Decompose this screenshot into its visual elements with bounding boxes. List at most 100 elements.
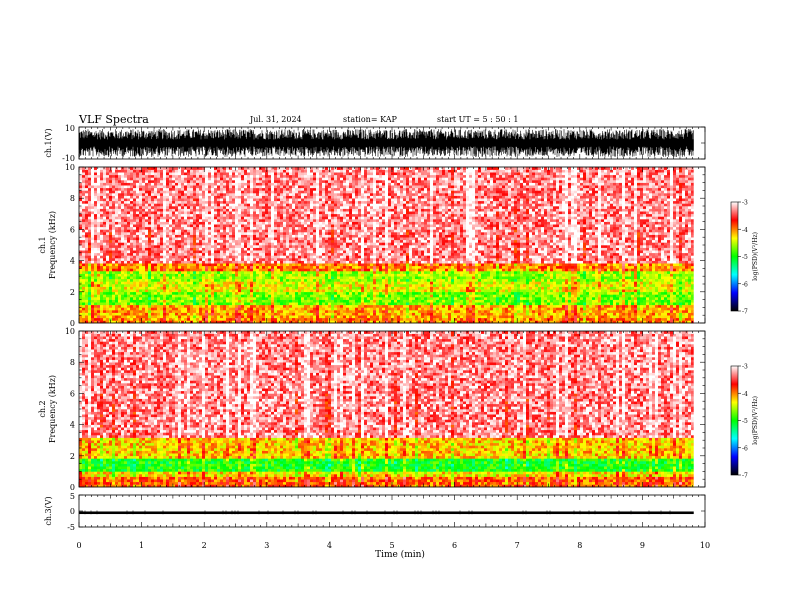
ch1-spectrogram-cell [190,261,193,264]
ch1-spectrogram-cell [181,307,184,310]
ch1-spectrogram-cell [289,289,292,292]
ch1-spectrogram-cell [223,237,226,240]
ch1-spectrogram-cell [208,201,211,204]
ch1-spectrogram-cell [97,235,100,238]
ch1-spectrogram-cell [163,183,166,186]
ch1-spectrogram-cell [298,237,301,240]
ch1-spectrogram-cell [169,175,172,178]
ch1-spectrogram-cell [139,196,142,199]
ch1-spectrogram-cell [103,253,106,256]
ch1-spectrogram-cell [250,250,253,253]
ch1-spectrogram-cell [232,274,235,277]
ch1-spectrogram-cell [310,185,313,188]
ch1-spectrogram-cell [190,177,193,180]
ch1-spectrogram-cell [82,310,85,313]
ch1-spectrogram-cell [271,297,274,300]
ch1-spectrogram-cell [298,253,301,256]
ch1-spectrogram-cell [190,198,193,201]
ch1-spectrogram-cell [172,170,175,173]
ch1-spectrogram-cell [166,235,169,238]
ch1-spectrogram-cell [211,198,214,201]
ch1-spectrogram-cell [112,300,115,303]
ch1-spectrogram-cell [130,240,133,243]
ch1-spectrogram-cell [178,196,181,199]
ch1-spectrogram-cell [130,227,133,230]
ch1-spectrogram-cell [310,266,313,269]
ch1-spectrogram-cell [190,307,193,310]
ch1-spectrogram-cell [82,237,85,240]
ch1-spectrogram-cell [256,201,259,204]
ch1-spectrogram-cell [154,266,157,269]
ch1-spectrogram-cell [304,185,307,188]
ch1-spectrogram-cell [250,318,253,321]
ch1-spectrogram-cell [262,245,265,248]
ch1-spectrogram-cell [304,271,307,274]
ch1-spectrogram-cell [121,196,124,199]
ch1-spectrogram-cell [184,188,187,191]
ch1-spectrogram-cell [184,266,187,269]
ch1-spectrogram-cell [103,294,106,297]
ch1-spectrogram-cell [88,242,91,245]
ch1-spectrogram-cell [100,201,103,204]
ch1-spectrogram-cell [82,216,85,219]
ch1-spectrogram-cell [220,266,223,269]
ch1-spectrogram-cell [289,266,292,269]
ch1-spectrogram-cell [169,268,172,271]
ch1-spectrogram-cell [232,198,235,201]
ch1-spectrogram-cell [133,302,136,305]
ch1-spectrogram-cell [274,180,277,183]
ch1-spectrogram-cell [169,279,172,282]
ch1-spectrogram-cell [250,253,253,256]
ch1-spectrogram-cell [211,175,214,178]
ch1-spectrogram-cell [199,240,202,243]
ch1-spectrogram-cell [205,203,208,206]
ch1-spectrogram-cell [262,240,265,243]
ch1-spectrogram-cell [250,224,253,227]
ch1-spectrogram-cell [241,175,244,178]
ch1-spectrogram-cell [127,289,130,292]
ch1-spectrogram-cell [121,214,124,217]
ch1-spectrogram-cell [250,266,253,269]
ch1-spectrogram-cell [256,287,259,290]
ch1-spectrogram-cell [100,190,103,193]
ch1-spectrogram-cell [127,255,130,258]
ch1-spectrogram-cell [163,190,166,193]
ch1-spectrogram-cell [247,188,250,191]
ch1-spectrogram-cell [172,313,175,316]
ch1-spectrogram-cell [250,201,253,204]
ch1-spectrogram-cell [193,271,196,274]
ch1-spectrogram-cell [130,198,133,201]
ch1-spectrogram-cell [175,167,178,170]
ch1-spectrogram-cell [166,224,169,227]
ch1-spectrogram-cell [307,274,310,277]
ch1-spectrogram-cell [181,185,184,188]
ch1-spectrogram-cell [163,240,166,243]
ch1-spectrogram-cell [130,216,133,219]
ch1-spectrogram-cell [157,245,160,248]
ch1-spectrogram-cell [91,253,94,256]
ch1-spectrogram-cell [142,294,145,297]
ch1-spectrogram-cell [214,302,217,305]
ch1-spectrogram-cell [241,242,244,245]
ch1-spectrogram-cell [118,209,121,212]
ch1-spectrogram-cell [289,196,292,199]
ch1-spectrogram-cell [121,170,124,173]
ch1-spectrogram-cell [187,248,190,251]
ch1-spectrogram-cell [184,258,187,261]
ch1-spectrogram-cell [148,183,151,186]
ch1-spectrogram-cell [124,224,127,227]
ch1-spectrogram-cell [202,307,205,310]
ch1-spectrogram-cell [178,224,181,227]
ch1-spectrogram-cell [148,216,151,219]
ch1-spectrogram-cell [229,242,232,245]
ch1-spectrogram-cell [142,300,145,303]
ch1-spectrogram-cell [109,190,112,193]
ch1-spectrogram-cell [229,289,232,292]
ch1-spectrogram-cell [145,177,148,180]
ch1-spectrogram-cell [229,235,232,238]
ch1-spectrogram-cell [265,263,268,266]
ch1-spectrogram-cell [310,276,313,279]
ch1-spectrogram-cell [97,214,100,217]
ch1-spectrogram-cell [211,302,214,305]
ch1-spectrogram-cell [193,315,196,318]
